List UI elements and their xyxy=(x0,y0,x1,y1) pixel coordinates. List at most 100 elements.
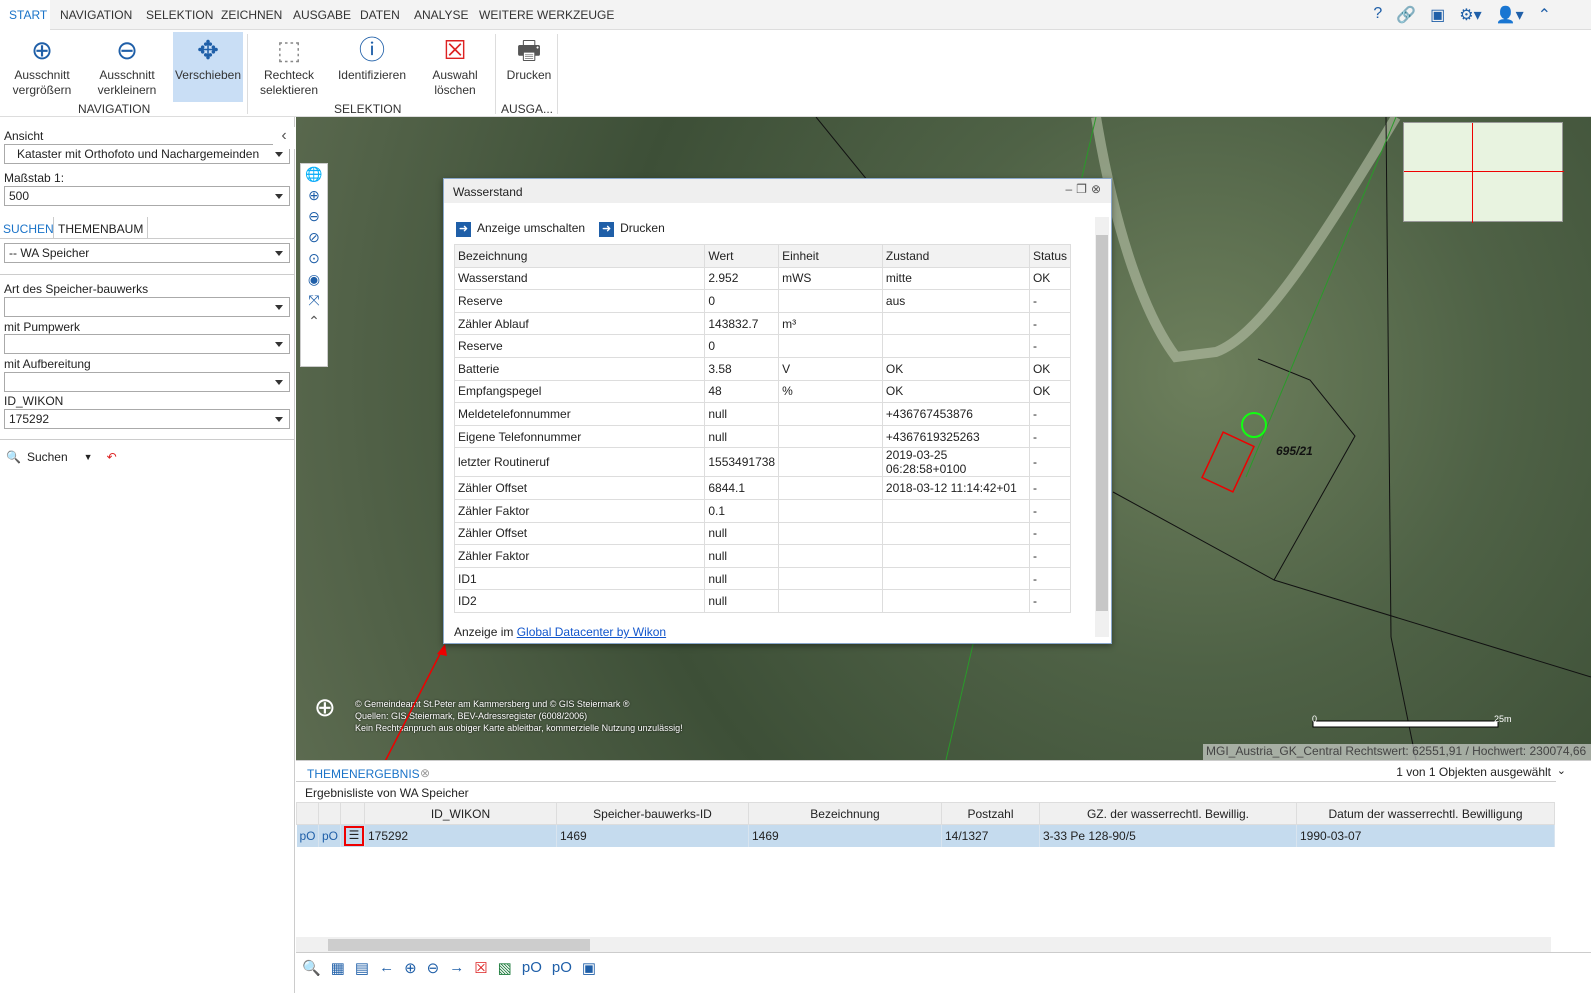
zoom-in-icon[interactable]: ⊕ xyxy=(308,187,320,203)
divider xyxy=(0,439,295,440)
boundary-line xyxy=(1385,117,1392,638)
boundary-line xyxy=(1390,636,1417,760)
cell: OK xyxy=(881,356,1030,381)
zoom-out-button[interactable]: ⊖ Ausschnitt verkleinern xyxy=(92,32,162,102)
table-row: Zähler Faktor 0.1 - xyxy=(453,498,1072,523)
save-icon[interactable]: ▣ xyxy=(581,960,597,977)
close-tab-icon[interactable]: ⊗ xyxy=(420,766,431,780)
table-row[interactable]: pO pO ☰ 175292 1469 1469 14/1327 3-33 Pe… xyxy=(296,824,1555,847)
table-icon[interactable]: ▦ xyxy=(330,960,345,977)
cell: 143832.7 xyxy=(704,311,780,336)
dialog-titlebar[interactable]: Wasserstand –❐⊗ xyxy=(444,179,1111,203)
cell xyxy=(881,498,1030,523)
zoom-in-icon[interactable]: ⊕ xyxy=(404,960,417,977)
dialog-scrollbar[interactable] xyxy=(1095,217,1109,637)
arrow-left-icon[interactable]: ← xyxy=(379,959,395,976)
pan-button[interactable]: ✥ Verschieben xyxy=(173,32,243,102)
column-header[interactable]: Speicher-bauwerks-ID xyxy=(556,802,749,825)
start-tab-bg xyxy=(0,0,50,30)
zoom-next-icon[interactable]: ⊙ xyxy=(308,250,320,266)
rectangle-select-button[interactable]: ⬚ Rechteck selektieren xyxy=(254,32,324,102)
pan-to-icon[interactable]: pO xyxy=(318,824,341,847)
tab-navigation[interactable]: NAVIGATION xyxy=(60,8,133,22)
theme-select[interactable]: -- WA Speicher xyxy=(4,243,290,263)
label: Rechteck xyxy=(263,68,315,82)
tab-themenergebnis[interactable]: THEMENERGEBNIS xyxy=(307,767,420,781)
user-icon[interactable]: 👤▾ xyxy=(1495,7,1524,24)
export-table-icon[interactable]: ▤ xyxy=(354,960,370,977)
clear-selection-icon[interactable]: ☒ xyxy=(474,960,488,977)
zoom-in-button[interactable]: ⊕ Ausschnitt vergrößern xyxy=(8,32,76,102)
wasserstand-info-icon[interactable]: ☰ xyxy=(340,824,365,847)
ansicht-select[interactable]: Kataster mit Orthofoto und Nachargemeind… xyxy=(4,144,290,164)
overview-map[interactable] xyxy=(1403,122,1564,223)
cell: V xyxy=(778,356,883,381)
tab-weitere-werkzeuge[interactable]: WEITERE WERKZEUGE xyxy=(479,8,615,22)
tab-analyse[interactable]: ANALYSE xyxy=(414,8,469,22)
toggle-view-link[interactable]: ➜ Anzeige umschalten xyxy=(456,221,585,237)
dropdown-arrow-icon[interactable]: ▼ xyxy=(83,452,93,462)
collapse-icon[interactable]: ⌃ xyxy=(308,313,320,329)
pumpwerk-select[interactable] xyxy=(4,334,290,354)
globe-icon[interactable]: 🌐 xyxy=(305,166,323,182)
locate-icon[interactable]: ◉ xyxy=(307,271,321,287)
link-icon[interactable]: 🔗 xyxy=(1396,7,1417,24)
full-extent-icon[interactable]: ⤧ xyxy=(308,292,320,308)
pan-icon[interactable]: pO xyxy=(521,959,542,976)
excel-icon[interactable]: ▧ xyxy=(497,960,512,977)
art-select[interactable] xyxy=(4,297,290,317)
zoom-out-icon[interactable]: ⊖ xyxy=(308,208,320,224)
collapse-icon[interactable]: ⌃ xyxy=(1537,7,1551,24)
label: vergrößern xyxy=(12,83,72,97)
tab-selektion[interactable]: SELEKTION xyxy=(146,8,214,22)
storage-object[interactable] xyxy=(1201,431,1255,493)
gear-icon[interactable]: ⚙▾ xyxy=(1459,7,1482,24)
cell: mitte xyxy=(881,266,1030,291)
zoom-to-selection-icon[interactable]: 🔍 xyxy=(302,960,321,977)
aufbereitung-select[interactable] xyxy=(4,372,290,392)
tab-zeichnen[interactable]: ZEICHNEN xyxy=(221,8,283,22)
column-header[interactable]: Datum der wasserrechtl. Bewilligung xyxy=(1296,802,1555,825)
tab-start[interactable]: START xyxy=(9,8,48,22)
collapse-panel-icon[interactable]: ‹ xyxy=(273,127,295,149)
zoom-prev-icon[interactable]: ⊘ xyxy=(308,229,320,245)
minimize-icon[interactable]: – xyxy=(1065,182,1077,196)
tab-ausgabe[interactable]: AUSGABE xyxy=(293,8,352,22)
north-arrow-icon: ⊕ xyxy=(314,692,336,722)
tab-themenbaum[interactable]: THEMENBAUM xyxy=(53,217,149,239)
zoom-out-icon[interactable]: ⊖ xyxy=(426,960,440,977)
print-button[interactable]: 🖶 Drucken xyxy=(502,32,556,102)
reset-icon[interactable]: ↶ xyxy=(106,450,117,464)
chevron-down-icon[interactable]: ⌄ xyxy=(1556,765,1566,777)
column-header[interactable]: ID_WIKON xyxy=(364,802,557,825)
results-subtitle: Ergebnisliste von WA Speicher xyxy=(305,786,469,800)
tab-daten[interactable]: DATEN xyxy=(360,8,400,22)
selection-count: 1 von 1 Objekten ausgewählt xyxy=(1396,765,1551,779)
zoom-object-icon[interactable]: pO xyxy=(551,959,572,976)
help-icon[interactable]: ? xyxy=(1373,5,1383,22)
zoom-to-icon[interactable]: pO xyxy=(296,824,319,847)
horizontal-scrollbar[interactable] xyxy=(296,937,1551,953)
clear-selection-button[interactable]: ☒ Auswahl löschen xyxy=(424,32,486,102)
label: Drucken xyxy=(506,68,552,82)
datacenter-link[interactable]: Global Datacenter by Wikon xyxy=(516,625,667,639)
column-header[interactable]: Postzahl xyxy=(941,802,1040,825)
cell: - xyxy=(1028,334,1072,358)
tab-suchen[interactable]: SUCHEN xyxy=(3,222,54,236)
column-header[interactable]: GZ. der wasserrechtl. Bewillig. xyxy=(1039,802,1297,825)
clear-selection-icon: ☒ xyxy=(443,35,467,65)
massstab-select[interactable]: 500 xyxy=(4,186,290,206)
restore-icon[interactable]: ❐ xyxy=(1076,182,1091,196)
cell: Reserve xyxy=(453,289,706,313)
print-link[interactable]: ➜ Drucken xyxy=(599,221,665,237)
info-icon: ⓘ xyxy=(358,35,385,65)
id-wikon-input[interactable]: 175292 xyxy=(4,409,290,429)
table-row: Reserve 0 - xyxy=(453,334,1072,358)
arrow-right-icon[interactable]: → xyxy=(449,959,465,976)
close-icon[interactable]: ⊗ xyxy=(1090,182,1105,196)
identify-button[interactable]: ⓘ Identifizieren xyxy=(334,32,410,102)
save-icon[interactable]: ▣ xyxy=(1430,7,1446,24)
column-header[interactable]: Bezeichnung xyxy=(748,802,942,825)
search-button[interactable]: 🔍 Suchen ▼ ↶ xyxy=(6,450,117,464)
label: löschen xyxy=(434,83,476,97)
